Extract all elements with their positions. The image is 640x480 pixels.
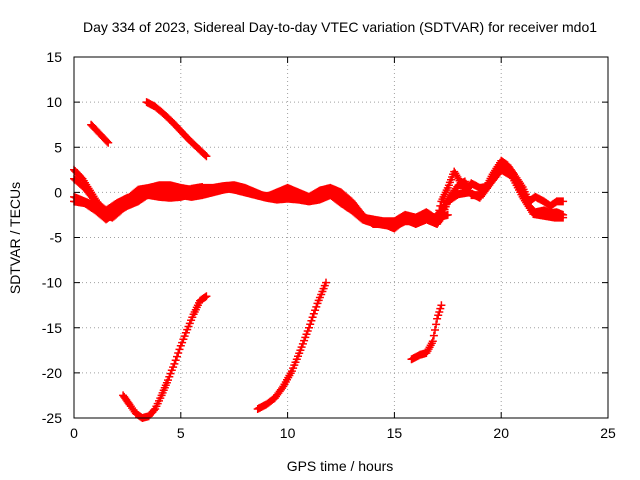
data-point-markers	[407, 301, 446, 364]
axis-ticks: 0 5 10 15 20 25 15 10 5 0 -5 -10 -15 -20 -25	[42, 49, 616, 441]
series-track-late-3	[437, 165, 568, 222]
data-point-markers	[87, 120, 113, 147]
y-tick-label: -5	[50, 230, 63, 246]
x-axis-label: GPS time / hours	[287, 458, 394, 474]
x-tick-label: 5	[177, 425, 185, 441]
chart-title: Day 334 of 2023, Sidereal Day-to-day VTE…	[83, 19, 597, 35]
y-tick-label: -25	[42, 410, 62, 426]
data-point-markers	[142, 98, 211, 161]
y-tick-label: -20	[42, 365, 62, 381]
series-arc-8.6h	[253, 278, 330, 413]
data-point-markers	[437, 165, 568, 222]
data-points	[70, 98, 568, 422]
y-tick-label: 5	[54, 139, 62, 155]
x-tick-label: 15	[387, 425, 403, 441]
y-tick-label: 0	[54, 184, 62, 200]
x-tick-label: 0	[70, 425, 78, 441]
y-tick-label: -15	[42, 320, 62, 336]
data-point-markers	[253, 278, 330, 413]
x-tick-label: 10	[280, 425, 296, 441]
data-point-markers	[119, 292, 211, 422]
x-tick-label: 25	[600, 425, 616, 441]
y-tick-label: 10	[46, 94, 62, 110]
series-arc-2.3h	[119, 292, 211, 422]
series-arc-0.9h	[87, 120, 113, 147]
y-tick-label: -10	[42, 275, 62, 291]
x-tick-label: 20	[493, 425, 509, 441]
y-axis-label: SDTVAR / TECUs	[7, 182, 23, 294]
series-arc-3.5h	[142, 98, 211, 161]
series-arc-15.8h	[407, 301, 446, 364]
y-tick-label: 15	[46, 49, 62, 65]
grid	[74, 57, 608, 418]
